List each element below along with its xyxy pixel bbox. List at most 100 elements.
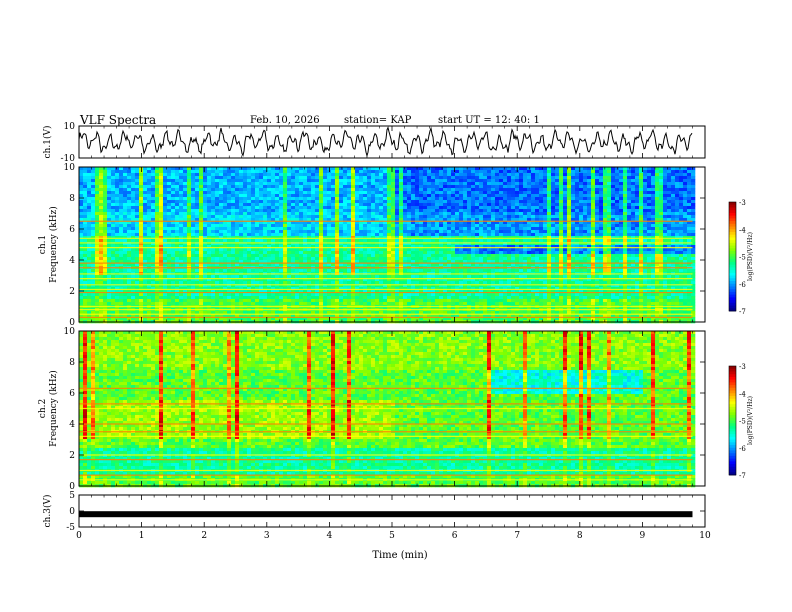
ch1-spectrogram-cell [223, 167, 228, 171]
ch1-spectrogram-cell [631, 257, 636, 261]
ch1-spectrogram-cell [311, 182, 316, 186]
ch1-spectrogram-cell [495, 260, 500, 264]
ch1-spectrogram-cell [191, 242, 196, 246]
ch1-spectrogram-cell [135, 251, 140, 255]
ch1-spectrogram-cell [655, 215, 660, 219]
ch1-spectrogram-cell [659, 236, 664, 240]
ch1-spectrogram-cell [255, 182, 260, 186]
ch1-spectrogram-cell [231, 209, 236, 213]
ch1-spectrogram-cell [643, 257, 648, 261]
ch1-spectrogram-cell [235, 176, 240, 180]
ch1-spectrogram-cell [339, 233, 344, 237]
ch1-spectrogram-cell [219, 191, 224, 195]
ch1-spectrogram-cell [407, 242, 412, 246]
ch1-spectrogram-cell [611, 242, 616, 246]
ch1-spectrogram-cell [499, 242, 504, 246]
ch1-spectrogram-cell [579, 254, 584, 258]
ch1-spectrogram-cell [95, 254, 100, 258]
ch1-spectrogram-cell [451, 257, 456, 261]
ch1-spectrogram-cell [207, 218, 212, 222]
ch1-spectrogram-cell [391, 251, 396, 255]
ch1-spectrogram-cell [491, 236, 496, 240]
ch1-spectrogram-cell [271, 239, 276, 243]
ch1-spectrogram-cell [351, 185, 356, 189]
ch1-spectrogram-cell [495, 227, 500, 231]
ch1-spectrogram-cell [127, 230, 132, 234]
ch1-spectrogram-cell [163, 173, 168, 177]
ch1-spectrogram-cell [583, 224, 588, 228]
ch1-spectrogram-cell [147, 230, 152, 234]
ch1-spectrogram-cell [143, 257, 148, 261]
ch1-spectrogram-cell [143, 242, 148, 246]
ch1-spectrogram-cell [683, 221, 688, 225]
ch1-spectrogram-cell [119, 212, 124, 216]
ch1-spectrogram-cell [499, 257, 504, 261]
ch1-spectrogram-cell [427, 218, 432, 222]
ch1-spectrogram-cell [635, 218, 640, 222]
ch1-spectrogram-cell [679, 230, 684, 234]
ch1-spectrogram-cell [339, 176, 344, 180]
ch1-spectrogram-cell [175, 173, 180, 177]
ch1-spectrogram-cell [575, 233, 580, 237]
ch1-spectrogram-cell [327, 254, 332, 258]
ch1-spectrogram-cell [555, 191, 560, 195]
ch1-spectrogram-cell [603, 218, 608, 222]
ch1-spectrogram-cell [287, 197, 292, 201]
ch1-spectrogram-cell [487, 221, 492, 225]
ch1-spectrogram-cell [367, 173, 372, 177]
ch1-spectrogram-cell [439, 197, 444, 201]
ch1-spectrogram-cell [427, 176, 432, 180]
ch1-spectrogram-cell [247, 173, 252, 177]
ch1-spectrogram-cell [447, 236, 452, 240]
ch1-spectrogram-cell [307, 182, 312, 186]
ch1-spectrogram-cell [195, 224, 200, 228]
ch1-spectrogram-cell [631, 179, 636, 183]
ch1-spectrogram-cell [659, 239, 664, 243]
ch1-spectrogram-cell [431, 209, 436, 213]
ch1-spectrogram-cell [583, 212, 588, 216]
ch1-spectrogram-cell [515, 236, 520, 240]
ch1-spectrogram-cell [547, 206, 552, 210]
ch1-spectrogram-cell [311, 194, 316, 198]
ch1-spectrogram-cell [551, 251, 556, 255]
ch1-spectrogram-cell [591, 257, 596, 261]
ch1-spectrogram-cell [275, 245, 280, 249]
ch1-spectrogram-cell [139, 218, 144, 222]
ch1-spectrogram-cell [483, 176, 488, 180]
ch1-spectrogram-cell [459, 260, 464, 264]
ch1-spectrogram-cell [191, 167, 196, 171]
ch1-spectrogram-cell [123, 215, 128, 219]
ch1-spectrogram-cell [691, 242, 696, 246]
ch1-spectrogram-cell [127, 209, 132, 213]
ch1-spectrogram-cell [115, 257, 120, 261]
ch1-spectrogram-cell [531, 257, 536, 261]
ch1-spectrogram-cell [535, 197, 540, 201]
ch1-spectrogram-cell [443, 230, 448, 234]
ch1-spectrogram-cell [471, 260, 476, 264]
ch1-spectrogram-cell [539, 233, 544, 237]
ch1-spectrogram-cell [163, 179, 168, 183]
ch1-spectrogram-cell [663, 248, 668, 252]
ch1-spectrogram-cell [343, 173, 348, 177]
ch1-spectrogram-cell [435, 227, 440, 231]
ch1-spectrogram-cell [379, 248, 384, 252]
ch1-spectrogram-cell [619, 233, 624, 237]
ch1-spectrogram-cell [311, 221, 316, 225]
ch1-spectrogram-cell [491, 260, 496, 264]
ch1-spectrogram-cell [239, 224, 244, 228]
ch1-spectrogram-cell [631, 239, 636, 243]
ch1-spectrogram-cell [387, 236, 392, 240]
ch1-spectrogram-cell [295, 191, 300, 195]
ch1-waveform-y-tick-label: 10 [64, 122, 76, 132]
ch1-spectrogram-cell [527, 257, 532, 261]
ch1-spectrogram-cell [495, 248, 500, 252]
ch1-spectrogram-cell [571, 209, 576, 213]
ch1-spectrogram-cell [167, 179, 172, 183]
ch1-spectrogram-cell [567, 206, 572, 210]
ch1-spectrogram-cell [191, 221, 196, 225]
ch1-spectrogram-cell [203, 251, 208, 255]
ch1-spectrogram-cell [259, 218, 264, 222]
ch1-spectrogram-cell [343, 236, 348, 240]
ch1-spectrogram-cell [579, 185, 584, 189]
ch1-spectrogram-cell [547, 242, 552, 246]
